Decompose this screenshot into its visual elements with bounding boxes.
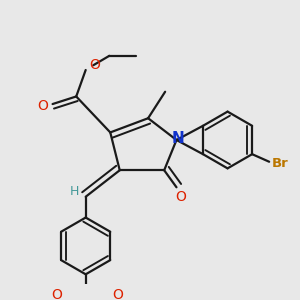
Text: O: O xyxy=(175,190,186,204)
Text: Br: Br xyxy=(272,157,289,170)
Text: O: O xyxy=(38,99,49,113)
Text: O: O xyxy=(112,288,123,300)
Text: O: O xyxy=(51,288,62,300)
Text: H: H xyxy=(70,184,79,198)
Text: N: N xyxy=(172,130,185,146)
Text: O: O xyxy=(90,58,101,72)
